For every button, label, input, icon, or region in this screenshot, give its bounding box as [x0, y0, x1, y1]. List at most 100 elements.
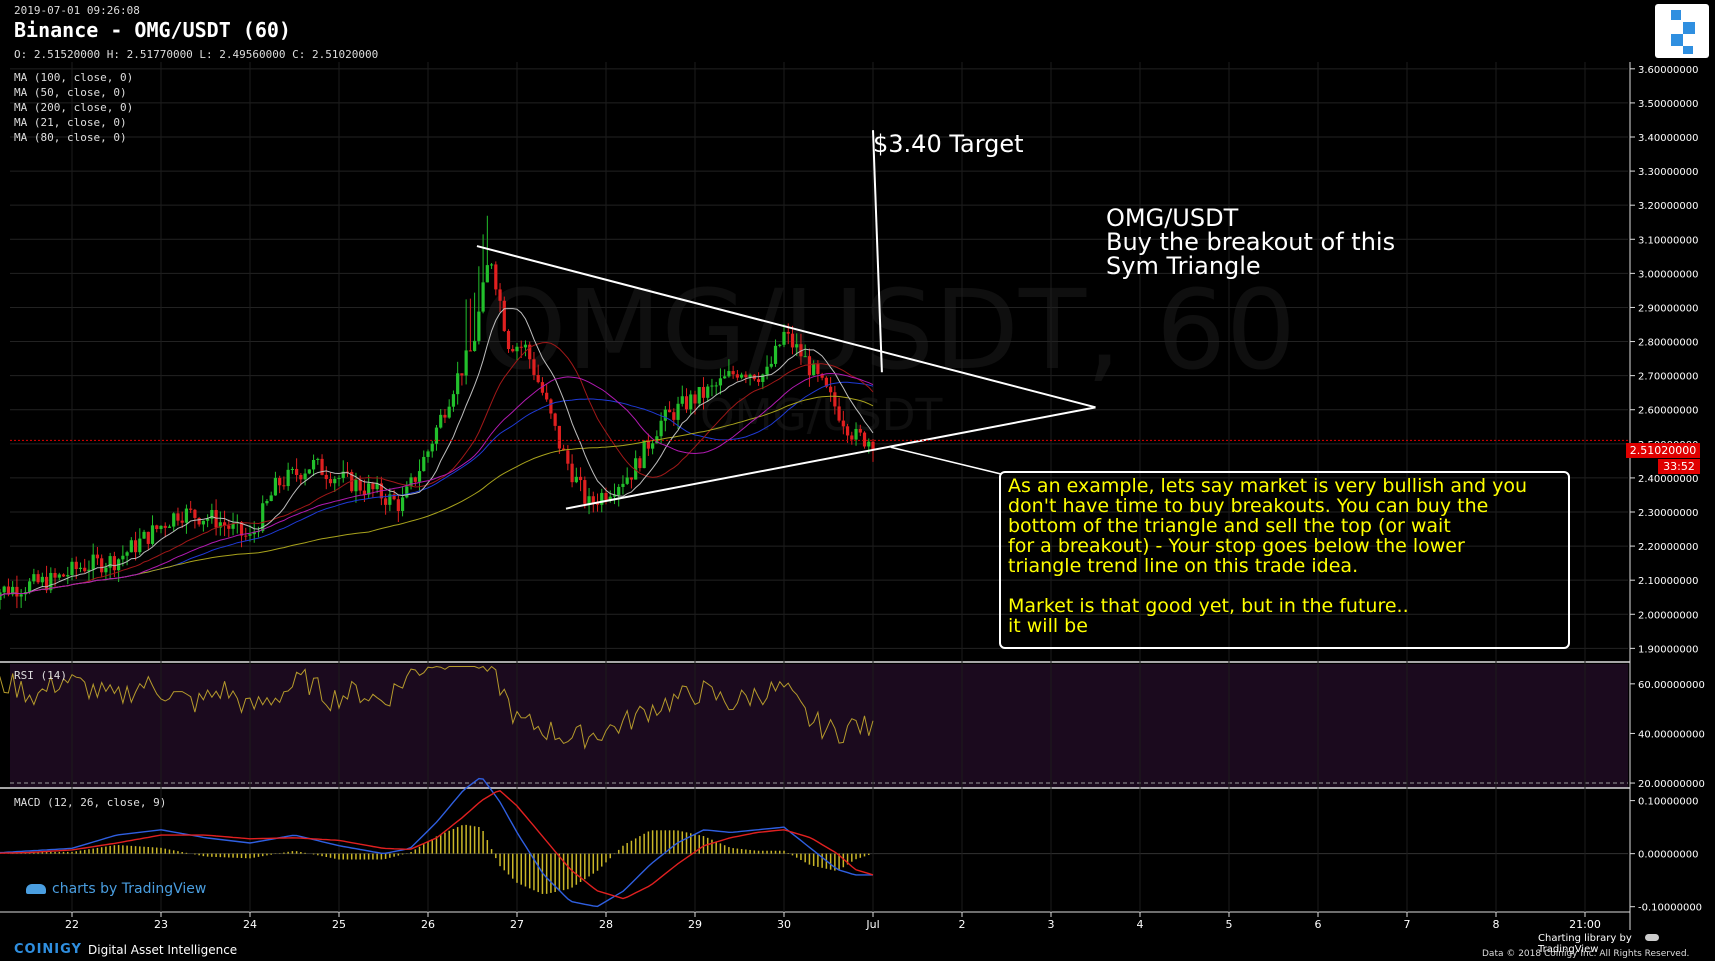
candle: [545, 384, 549, 402]
candle: [384, 493, 388, 515]
macd-pane-label[interactable]: MACD (12, 26, close, 9): [14, 796, 167, 809]
candle-body: [299, 474, 303, 480]
y-tick-label: 2.80000000: [1638, 338, 1698, 349]
indicator-ma100[interactable]: MA (100, close, 0): [14, 71, 134, 84]
candle-body: [384, 498, 388, 505]
candle-body: [362, 490, 367, 495]
candle: [36, 570, 40, 585]
candle: [155, 524, 159, 533]
candle: [375, 476, 379, 494]
candle: [735, 370, 739, 381]
candle: [333, 476, 337, 492]
candle-body: [244, 535, 248, 537]
candle-body: [684, 396, 689, 410]
idea-annotation: OMG/USDT Buy the breakout of this Sym Tr…: [1106, 204, 1396, 280]
candle-body: [723, 376, 727, 379]
candle-body: [409, 477, 413, 487]
x-tick-label: 29: [688, 918, 702, 931]
tradingview-cloud-icon: [1644, 934, 1659, 941]
candle: [829, 377, 833, 402]
indicator-ma200[interactable]: MA (200, close, 0): [14, 101, 134, 114]
candle: [201, 520, 205, 532]
candle-body: [320, 458, 324, 475]
candle-body: [701, 386, 706, 398]
candle-body: [756, 379, 761, 382]
candle: [799, 333, 803, 365]
indicator-ma80[interactable]: MA (80, close, 0): [14, 131, 127, 144]
candle: [528, 341, 532, 369]
candle-body: [66, 575, 70, 577]
candle: [845, 423, 850, 443]
candle: [324, 466, 328, 490]
candle: [549, 398, 553, 419]
candle-body: [473, 340, 477, 351]
candle-body: [400, 497, 405, 511]
candle: [78, 562, 83, 573]
candle-body: [434, 427, 439, 444]
candle-body: [104, 567, 108, 573]
rsi-pane-label[interactable]: RSI (14): [14, 669, 67, 682]
candle: [91, 543, 95, 580]
candle: [299, 473, 303, 486]
candle-body: [740, 374, 744, 378]
candle-body: [625, 477, 629, 484]
candle-body: [180, 520, 184, 523]
candle-body: [689, 394, 693, 410]
candle-body: [375, 483, 379, 490]
candle: [278, 475, 282, 494]
candle: [841, 410, 845, 435]
rsi-line: [0, 665, 874, 750]
candle-body: [337, 478, 341, 480]
candle-body: [100, 558, 104, 573]
candle: [316, 457, 320, 465]
candle-body: [778, 344, 782, 346]
candle-body: [138, 538, 142, 553]
candle: [6, 578, 11, 597]
candle-body: [78, 567, 83, 570]
candle: [15, 575, 19, 609]
candle: [189, 500, 193, 514]
candle-body: [663, 409, 667, 421]
candle: [66, 566, 70, 585]
ma-50-line: [0, 341, 874, 597]
candle: [150, 515, 155, 546]
rsi-tick-label: 20.00000000: [1638, 779, 1705, 790]
chart-title: Binance - OMG/USDT (60): [14, 18, 291, 42]
candle: [515, 343, 519, 362]
candle: [405, 481, 409, 499]
candle: [210, 503, 214, 524]
candle-body: [430, 443, 434, 452]
candle-body: [159, 525, 163, 530]
candle-body: [396, 499, 400, 511]
candle-body: [659, 420, 663, 437]
candle: [460, 373, 464, 386]
candle: [519, 340, 523, 359]
candle: [803, 344, 807, 358]
candle: [23, 587, 27, 601]
candle-body: [833, 392, 837, 407]
candle-body: [197, 517, 201, 525]
candle-body: [769, 363, 773, 367]
x-tick-label: 25: [332, 918, 346, 931]
candle: [49, 567, 53, 594]
candle-body: [83, 567, 87, 572]
candle-body: [867, 441, 871, 447]
y-tick-label: 3.50000000: [1638, 99, 1698, 110]
candle: [176, 507, 180, 526]
candle: [354, 472, 358, 503]
candle-body: [845, 426, 850, 436]
candle-body: [464, 350, 468, 376]
candle: [443, 409, 447, 424]
indicator-ma21[interactable]: MA (21, close, 0): [14, 116, 127, 129]
candle-body: [0, 592, 2, 601]
candle-body: [324, 474, 328, 480]
indicator-ma50[interactable]: MA (50, close, 0): [14, 86, 127, 99]
indicator-list: MA (100, close, 0) MA (50, close, 0) MA …: [14, 70, 133, 145]
candle-body: [150, 525, 155, 544]
candle: [104, 562, 108, 581]
candle: [146, 531, 150, 551]
candle: [337, 475, 341, 487]
candle-body: [621, 483, 625, 487]
candle: [434, 425, 439, 451]
